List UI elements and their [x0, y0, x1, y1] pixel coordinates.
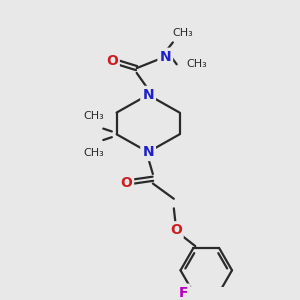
- Text: O: O: [170, 223, 182, 237]
- Text: CH₃: CH₃: [83, 111, 104, 121]
- Text: O: O: [120, 176, 132, 190]
- Text: N: N: [159, 50, 171, 64]
- Text: F: F: [179, 286, 189, 300]
- Text: CH₃: CH₃: [83, 148, 104, 158]
- Text: N: N: [142, 88, 154, 102]
- Text: O: O: [106, 53, 118, 68]
- Text: CH₃: CH₃: [172, 28, 193, 38]
- Text: N: N: [142, 145, 154, 159]
- Text: CH₃: CH₃: [186, 59, 207, 69]
